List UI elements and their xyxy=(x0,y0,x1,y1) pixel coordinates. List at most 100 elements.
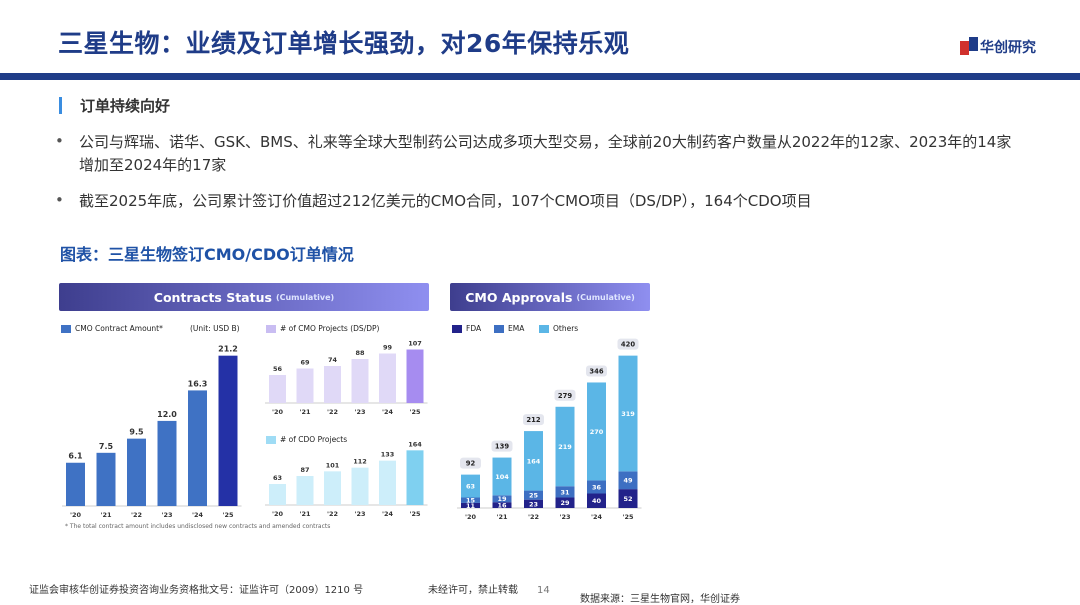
approvals-segment-label: 16 xyxy=(497,502,507,510)
bullet-text-1: 公司与辉瑞、诺华、GSK、BMS、礼来等全球大型制药公司达成多项大型交易，全球前… xyxy=(79,133,1012,174)
legend-ema: EMA xyxy=(494,324,524,333)
approvals-panel-subtitle: (Cumulative) xyxy=(576,292,635,302)
approvals-segment-label: 52 xyxy=(623,495,632,503)
cmo-amount-bar xyxy=(218,355,238,506)
approvals-segment-label: 31 xyxy=(560,488,570,496)
chart-caption: 图表：三星生物签订CMO/CDO订单情况 xyxy=(60,245,354,264)
legend-label-cdo-projects: # of CDO Projects xyxy=(280,435,348,444)
approvals-segment-label: 19 xyxy=(497,495,507,503)
cdo-projects-bar xyxy=(324,471,341,505)
legend-label-fda: FDA xyxy=(466,324,482,333)
bullet-text-2: 截至2025年底，公司累计签订价值超过212亿美元的CMO合同，107个CMO项… xyxy=(79,192,812,210)
approvals-tick-label: '20 xyxy=(465,513,477,521)
footnote: * The total contract amount includes und… xyxy=(65,523,331,530)
section-title: 订单持续向好 xyxy=(80,97,171,115)
approvals-bar-fda xyxy=(555,497,575,508)
approvals-total-badge xyxy=(586,365,607,377)
cdo-projects-tick-label: '25 xyxy=(409,510,421,518)
cmo-projects-tick-label: '24 xyxy=(382,408,394,416)
approvals-segment-label: 25 xyxy=(529,492,539,500)
brand-logo: 华创研究 xyxy=(958,35,1054,61)
approvals-total-badge xyxy=(523,414,544,426)
cmo-amount-value-label: 16.3 xyxy=(188,379,208,388)
cdo-projects-value-label: 63 xyxy=(273,474,282,482)
cmo-amount-value-label: 6.1 xyxy=(68,452,83,461)
approvals-segment-label: 219 xyxy=(558,443,572,451)
cmo-amount-value-label: 9.5 xyxy=(129,428,144,437)
page-number: 14 xyxy=(537,585,550,596)
cmo-amount-value-label: 21.2 xyxy=(218,345,238,354)
unit-note-text: (Unit: USD B) xyxy=(190,324,240,333)
cdo-projects-value-label: 101 xyxy=(326,461,340,469)
cmo-amount-tick-label: '22 xyxy=(131,511,142,519)
cdo-projects-value-label: 164 xyxy=(408,440,422,448)
approvals-tick-label: '24 xyxy=(591,513,603,521)
approvals-panel-title: CMO Approvals xyxy=(465,289,573,305)
cmo-projects-tick-label: '25 xyxy=(409,408,421,416)
cdo-projects-value-label: 112 xyxy=(353,458,367,466)
legend-swatch-ema xyxy=(494,324,504,333)
bullet-dot-1: • xyxy=(55,132,64,150)
approvals-bar-ema xyxy=(587,480,606,494)
legend-swatch-fda xyxy=(452,324,462,333)
legend-label-cmo-amount: CMO Contract Amount* xyxy=(75,324,163,333)
cdo-projects-bar xyxy=(296,476,314,505)
legend-others: Others xyxy=(539,324,578,333)
approvals-total-label: 92 xyxy=(466,460,476,468)
approvals-bar-ema xyxy=(618,471,638,490)
footer-source: 数据来源：三星生物官网，华创证券 xyxy=(580,594,740,605)
approvals-tick-label: '21 xyxy=(496,513,508,521)
legend-swatch-cmo-projects xyxy=(266,324,276,333)
legend-label-others: Others xyxy=(553,324,579,333)
slide-title: 三星生物：业绩及订单增长强劲，对26年保持乐观 xyxy=(58,29,630,58)
legend-label-cmo-projects: # of CMO Projects (DS/DP) xyxy=(280,324,380,333)
cmo-projects-bar xyxy=(296,368,314,403)
logo-text: 华创研究 xyxy=(980,40,1036,56)
approvals-segment-label: 23 xyxy=(529,500,538,508)
cmo-projects-bar xyxy=(269,375,286,403)
cdo-projects-bar xyxy=(406,450,424,505)
cmo-amount-value-label: 7.5 xyxy=(99,442,114,451)
approvals-bar-fda xyxy=(492,502,512,508)
cdo-projects-bar xyxy=(269,484,286,505)
cmo-amount-tick-label: '24 xyxy=(192,511,204,519)
approvals-tick-label: '22 xyxy=(528,513,539,521)
bullet-dot-2: • xyxy=(55,191,64,209)
approvals-segment-label: 40 xyxy=(592,497,602,505)
approvals-bar-fda xyxy=(618,489,638,508)
approvals-total-label: 212 xyxy=(526,416,540,424)
cmo-amount-tick-label: '25 xyxy=(222,511,234,519)
cmo-amount-bar xyxy=(66,462,85,506)
contracts-panel-subtitle: (Cumulative) xyxy=(275,292,335,302)
legend-cdo-projects: # of CDO Projects xyxy=(266,435,347,444)
approvals-bar-ema xyxy=(524,490,543,500)
header-divider xyxy=(0,73,1080,80)
cdo-projects-tick-label: '21 xyxy=(299,510,311,518)
cmo-amount-tick-label: '23 xyxy=(161,511,172,519)
approvals-segment-label: 49 xyxy=(623,477,633,485)
approvals-segment-label: 270 xyxy=(590,428,604,436)
footer-license: 证监会审核华创证券投资咨询业务资格批文号：证监许可（2009）1210 号 xyxy=(29,585,364,596)
cmo-amount-bar xyxy=(127,438,146,506)
approvals-segment-label: 15 xyxy=(466,497,476,505)
cmo-projects-tick-label: '23 xyxy=(354,408,365,416)
cdo-projects-tick-label: '20 xyxy=(272,510,284,518)
contracts-panel-title: Contracts Status xyxy=(153,289,272,305)
cmo-projects-value-label: 99 xyxy=(383,344,393,352)
approvals-total-badge xyxy=(554,389,576,401)
footer-copyright: 未经许可，禁止转载 xyxy=(428,585,518,596)
cmo-projects-tick-label: '20 xyxy=(272,408,284,416)
approvals-total-label: 279 xyxy=(558,392,572,400)
approvals-segment-label: 29 xyxy=(560,499,570,507)
approvals-bar-others xyxy=(461,474,480,498)
approvals-segment-label: 164 xyxy=(527,457,541,465)
cmo-projects-value-label: 74 xyxy=(328,356,338,364)
cmo-projects-value-label: 88 xyxy=(355,349,365,357)
approvals-bar-fda xyxy=(587,493,606,508)
approvals-total-label: 139 xyxy=(495,443,509,451)
approvals-tick-label: '23 xyxy=(559,513,570,521)
approvals-bar-ema xyxy=(492,495,512,503)
approvals-total-label: 346 xyxy=(589,367,603,375)
legend-swatch-cmo-amount xyxy=(61,324,71,333)
